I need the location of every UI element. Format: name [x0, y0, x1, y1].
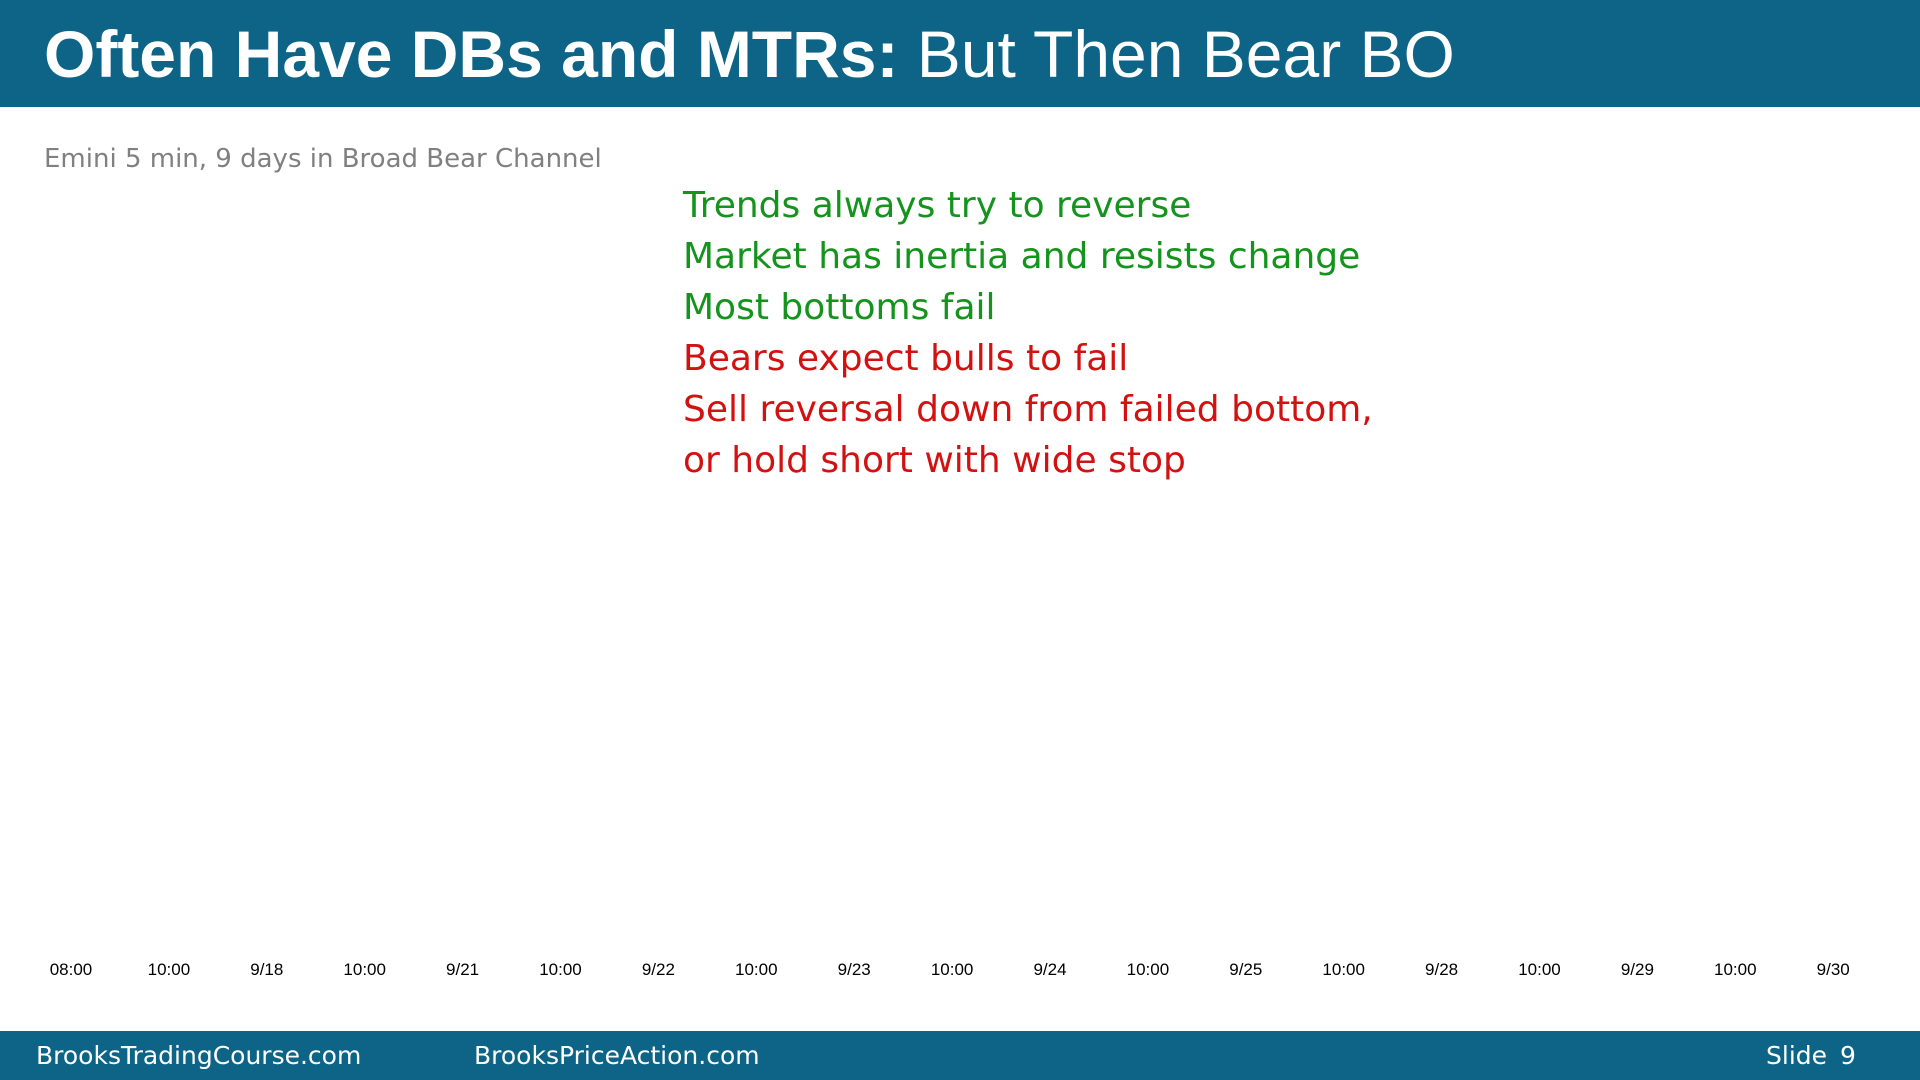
chart-subtitle: Emini 5 min, 9 days in Broad Bear Channe…	[44, 144, 602, 174]
x-tick-label: 9/22	[642, 960, 675, 979]
x-tick-label: 10:00	[148, 960, 191, 979]
commentary-line: Market has inertia and resists change	[683, 236, 1360, 277]
x-tick-label: 9/25	[1229, 960, 1262, 979]
commentary-line: Trends always try to reverse	[682, 185, 1191, 226]
x-tick-label: 10:00	[931, 960, 974, 979]
x-tick-label: 10:00	[1127, 960, 1170, 979]
slide-label: Slide	[1766, 1041, 1828, 1070]
x-tick-label: 10:00	[735, 960, 778, 979]
x-tick-label: 08:00	[50, 960, 93, 979]
commentary-line: Bears expect bulls to fail	[683, 338, 1128, 379]
x-tick-label: 9/18	[250, 960, 283, 979]
slide-title: Often Have DBs and MTRs: But Then Bear B…	[44, 12, 1455, 96]
title-bar: Often Have DBs and MTRs: But Then Bear B…	[0, 0, 1920, 107]
footer-site-2: BrooksPriceAction.com	[474, 1041, 760, 1070]
x-tick-label: 9/23	[838, 960, 871, 979]
slide-title-bold: Often Have DBs and MTRs:	[44, 17, 899, 91]
x-tick-label: 9/21	[446, 960, 479, 979]
x-tick-label: 9/30	[1817, 960, 1850, 979]
x-tick-label: 9/29	[1621, 960, 1654, 979]
slide-title-rest: But Then Bear BO	[898, 17, 1455, 91]
price-chart: 2000.001980.001960.001940.001920.001900.…	[50, 185, 1850, 979]
footer-bar: BrooksTradingCourse.com BrooksPriceActio…	[0, 1031, 1920, 1080]
x-tick-label: 10:00	[343, 960, 386, 979]
x-tick-label: 10:00	[1322, 960, 1365, 979]
commentary-line: or hold short with wide stop	[683, 440, 1186, 481]
x-tick-label: 10:00	[1518, 960, 1561, 979]
x-tick-label: 10:00	[539, 960, 582, 979]
x-tick-label: 9/24	[1033, 960, 1066, 979]
slide-number: 9	[1840, 1041, 1856, 1070]
footer-site-1: BrooksTradingCourse.com	[36, 1041, 362, 1070]
commentary-line: Most bottoms fail	[683, 287, 996, 328]
x-tick-label: 10:00	[1714, 960, 1757, 979]
x-tick-label: 9/28	[1425, 960, 1458, 979]
commentary-line: Sell reversal down from failed bottom,	[683, 389, 1373, 430]
